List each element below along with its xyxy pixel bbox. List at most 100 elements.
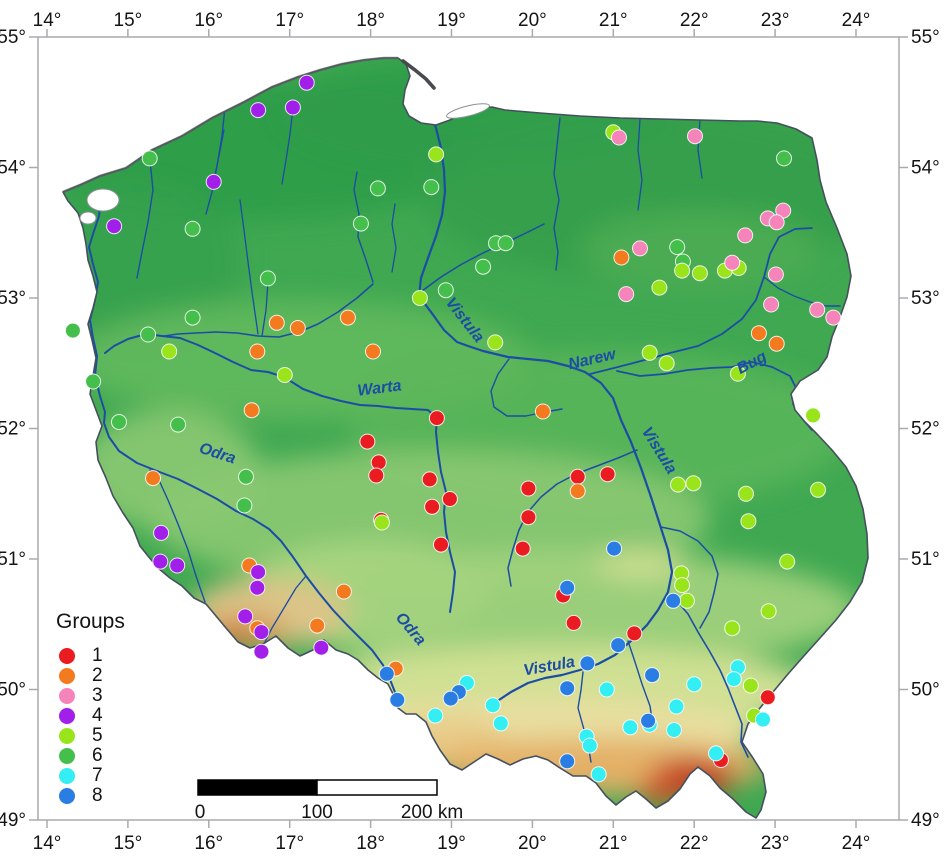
legend-swatch-group-6 xyxy=(59,748,75,764)
map-point-group-5 xyxy=(674,262,691,279)
map-point-group-4 xyxy=(152,553,169,570)
map-point-group-8 xyxy=(559,680,576,697)
map-point-group-6 xyxy=(184,309,201,326)
map-point-group-8 xyxy=(378,665,395,682)
river-pilica xyxy=(507,449,638,587)
lon-label-top: 23° xyxy=(761,10,790,31)
map-point-group-5 xyxy=(724,620,741,637)
map-point-group-4 xyxy=(250,564,267,581)
river-biebrza xyxy=(763,276,841,307)
map-point-group-1 xyxy=(565,614,582,631)
map-point-group-1 xyxy=(441,491,458,507)
map-point-group-5 xyxy=(428,146,445,163)
map-point-group-5 xyxy=(691,265,708,282)
lon-label-bottom: 17° xyxy=(275,833,304,854)
map-point-group-6 xyxy=(423,179,440,196)
map-point-group-8 xyxy=(442,690,459,707)
lat-label-right: 54° xyxy=(911,158,940,179)
lat-label-left: 54° xyxy=(0,158,26,179)
legend-swatch-group-1 xyxy=(59,648,75,664)
legend-label-group-4: 4 xyxy=(92,705,103,726)
scalebar-label-200km: 200 km xyxy=(401,802,463,823)
map-point-group-1 xyxy=(421,471,438,488)
map-point-group-1 xyxy=(433,536,449,553)
map-point-group-7 xyxy=(666,722,682,738)
map-point-group-6 xyxy=(85,373,102,390)
map-point-group-7 xyxy=(427,707,444,724)
map-point-group-4 xyxy=(169,557,186,574)
lon-label-top: 15° xyxy=(114,10,143,31)
lat-label-right: 49° xyxy=(911,810,940,831)
legend-label-group-2: 2 xyxy=(92,665,103,686)
lon-label-top: 14° xyxy=(33,10,62,31)
map-point-group-2 xyxy=(750,325,767,342)
map-point-group-8 xyxy=(640,712,657,729)
map-point-group-5 xyxy=(685,475,702,492)
map-point-group-1 xyxy=(626,625,643,642)
map-point-group-5 xyxy=(670,476,686,493)
legend-label-group-8: 8 xyxy=(92,785,103,806)
river-gwda xyxy=(261,281,269,337)
map-point-group-6 xyxy=(170,416,187,433)
map-point-group-7 xyxy=(686,676,703,693)
lon-label-bottom: 16° xyxy=(194,833,223,854)
map-point-group-1 xyxy=(520,509,537,526)
map-point-group-4 xyxy=(250,102,267,119)
river-slupia xyxy=(281,107,294,185)
map-point-group-8 xyxy=(644,667,661,684)
legend-swatch-group-8 xyxy=(59,788,75,804)
map-point-group-4 xyxy=(313,639,330,656)
map-point-group-5 xyxy=(810,481,826,498)
map-point-group-2 xyxy=(768,335,785,352)
poland-landmass xyxy=(62,56,869,819)
map-point-group-2 xyxy=(613,249,630,266)
map-point-group-3 xyxy=(618,286,635,303)
map-point-group-3 xyxy=(763,296,780,313)
map-point-group-1 xyxy=(520,480,537,497)
map-point-group-5 xyxy=(674,577,691,594)
river-ne-1 xyxy=(637,118,643,211)
map-point-group-6 xyxy=(238,468,254,485)
map-point-group-6 xyxy=(669,239,686,256)
map-point-group-3 xyxy=(724,254,741,271)
map-point-group-3 xyxy=(611,129,627,146)
map-point-group-5 xyxy=(373,514,390,531)
lon-label-top: 16° xyxy=(194,10,223,31)
river-warta xyxy=(104,333,456,613)
map-point-group-5 xyxy=(641,344,658,361)
map-point-group-2 xyxy=(145,470,161,487)
map-point-group-2 xyxy=(365,343,381,360)
lon-label-top: 22° xyxy=(680,10,709,31)
map-point-group-1 xyxy=(368,467,385,484)
lat-label-right: 53° xyxy=(911,288,940,309)
lat-label-right: 52° xyxy=(911,419,940,440)
map-point-group-8 xyxy=(579,655,596,672)
legend-swatch-group-2 xyxy=(59,668,75,684)
lon-label-bottom: 15° xyxy=(114,833,143,854)
river-wieprz xyxy=(660,526,719,629)
legend-row-group-2: 2 xyxy=(50,666,125,686)
sample-points xyxy=(64,74,842,783)
legend-swatch-group-7 xyxy=(59,768,75,784)
river-vistula xyxy=(417,118,674,708)
river-notec xyxy=(163,283,374,338)
lon-label-bottom: 14° xyxy=(33,833,62,854)
lon-label-bottom: 18° xyxy=(356,833,385,854)
legend-swatch-group-4 xyxy=(59,708,75,724)
legend-label-group-6: 6 xyxy=(92,745,103,766)
lon-label-bottom: 21° xyxy=(599,833,628,854)
map-point-group-7 xyxy=(590,766,607,783)
map-point-group-4 xyxy=(106,218,123,235)
map-point-group-4 xyxy=(249,579,266,596)
map-point-group-7 xyxy=(492,715,509,732)
legend-swatch-group-5 xyxy=(59,728,75,744)
map-point-group-5 xyxy=(411,290,428,306)
map-point-group-6 xyxy=(776,150,792,167)
map-point-group-1 xyxy=(569,468,586,485)
lon-label-top: 24° xyxy=(842,10,871,31)
map-point-group-5 xyxy=(760,603,777,620)
lon-label-bottom: 23° xyxy=(761,833,790,854)
legend-swatch-group-3 xyxy=(59,688,75,704)
